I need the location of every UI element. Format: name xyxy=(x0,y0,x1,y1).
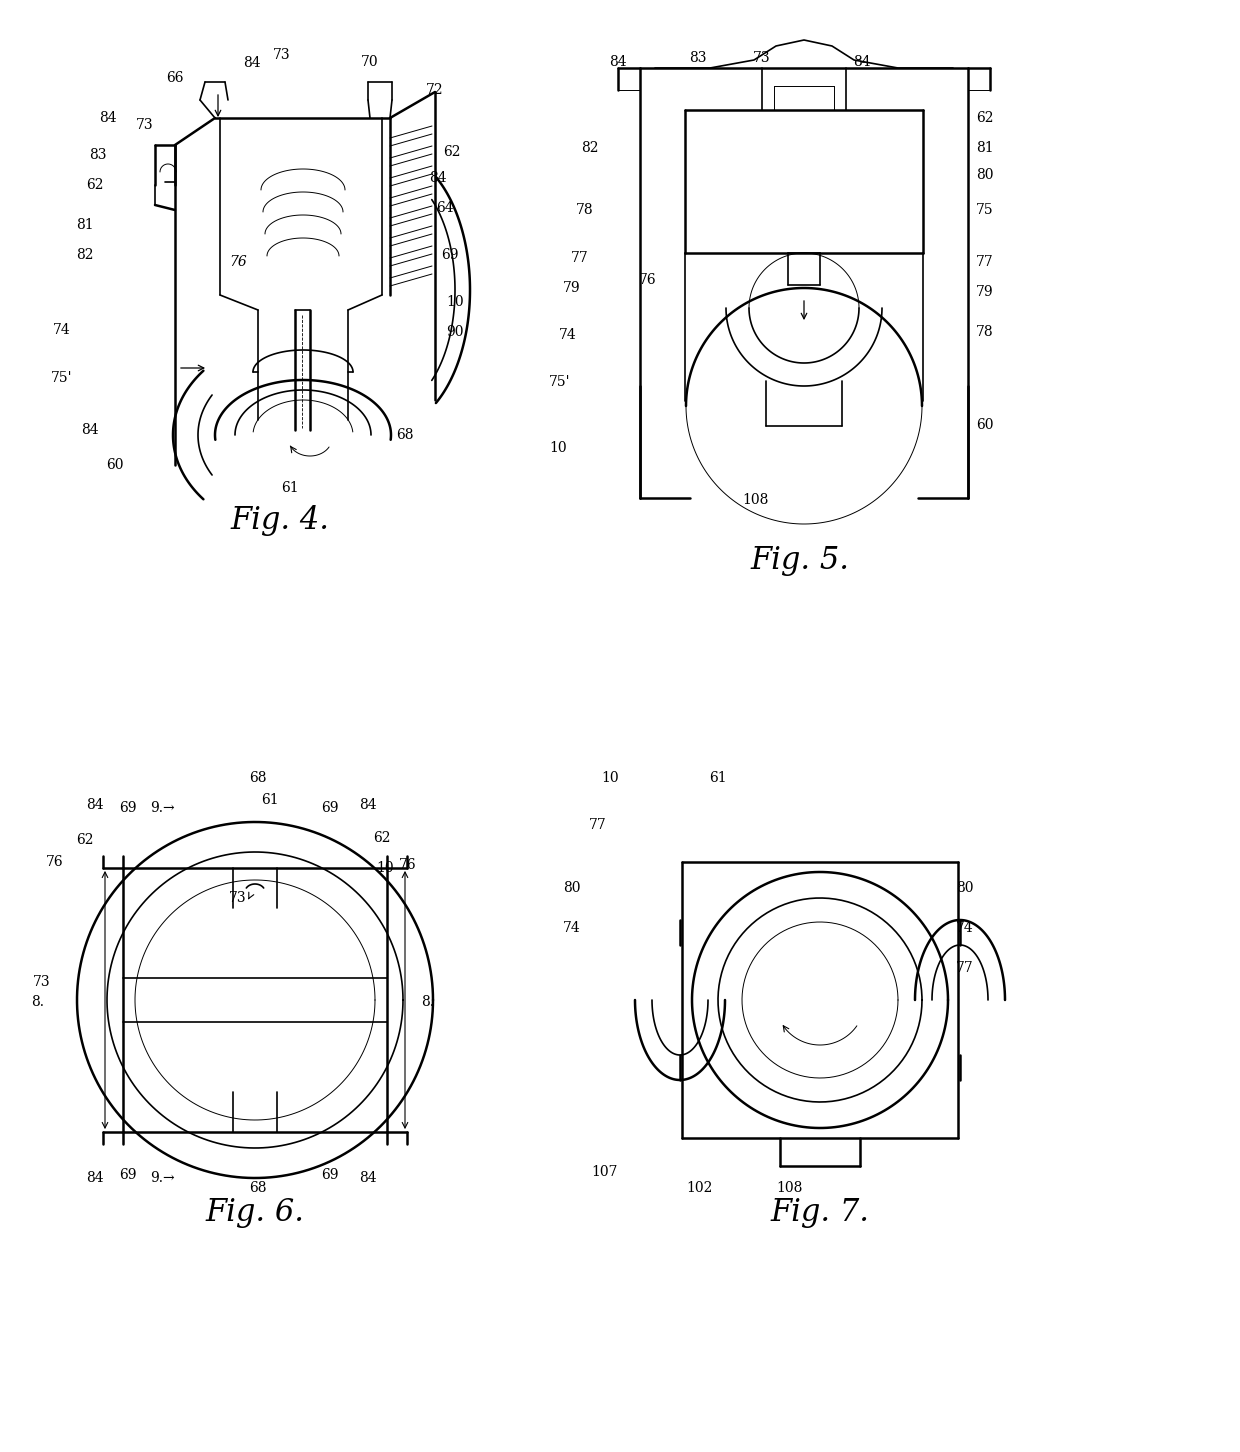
Text: 78: 78 xyxy=(577,203,594,216)
Text: 60: 60 xyxy=(107,457,124,472)
Text: 77: 77 xyxy=(976,256,994,269)
Text: 108: 108 xyxy=(742,494,769,507)
Text: 83: 83 xyxy=(689,51,707,65)
Text: 61: 61 xyxy=(262,793,279,807)
Text: 8.: 8. xyxy=(31,995,45,1009)
Text: 84: 84 xyxy=(360,1170,377,1185)
Text: 74: 74 xyxy=(559,328,577,343)
Text: 80: 80 xyxy=(956,881,973,894)
Text: Fig. 5.: Fig. 5. xyxy=(750,544,849,575)
Text: 8.: 8. xyxy=(422,995,434,1009)
Text: 62: 62 xyxy=(976,110,993,125)
Text: 73: 73 xyxy=(136,118,154,132)
Text: 62: 62 xyxy=(443,145,461,160)
Text: 61: 61 xyxy=(709,771,727,786)
Text: 80: 80 xyxy=(976,168,993,182)
Text: 69: 69 xyxy=(321,802,339,815)
Text: 84: 84 xyxy=(81,423,99,437)
Text: 74: 74 xyxy=(53,322,71,337)
Text: Fig. 6.: Fig. 6. xyxy=(206,1196,305,1227)
Text: 75: 75 xyxy=(976,203,993,216)
Text: 102: 102 xyxy=(687,1180,713,1195)
Text: 73: 73 xyxy=(229,892,247,905)
Text: 10: 10 xyxy=(601,771,619,786)
Text: 75': 75' xyxy=(51,372,73,385)
Text: 70: 70 xyxy=(361,55,378,70)
Text: 76: 76 xyxy=(399,858,417,873)
Text: 78: 78 xyxy=(976,325,993,338)
Text: 76: 76 xyxy=(639,273,657,287)
Text: 60: 60 xyxy=(976,418,993,433)
Text: 73: 73 xyxy=(753,51,771,65)
Text: 107: 107 xyxy=(591,1165,619,1179)
Text: 81: 81 xyxy=(976,141,993,155)
Text: 62: 62 xyxy=(76,833,94,847)
Text: 82: 82 xyxy=(76,248,94,261)
Text: 68: 68 xyxy=(397,428,414,441)
Text: 84: 84 xyxy=(853,55,870,70)
Text: 108: 108 xyxy=(776,1180,804,1195)
Text: 10: 10 xyxy=(376,861,394,876)
Text: 84: 84 xyxy=(360,799,377,812)
Text: 84: 84 xyxy=(99,110,117,125)
Text: 9.→: 9.→ xyxy=(150,1170,175,1185)
Text: 79: 79 xyxy=(976,285,993,299)
Text: 77: 77 xyxy=(956,961,973,974)
Text: 64: 64 xyxy=(436,200,454,215)
Text: 80: 80 xyxy=(563,881,580,894)
Text: 61: 61 xyxy=(281,481,299,495)
Text: 84: 84 xyxy=(429,171,446,184)
Text: 62: 62 xyxy=(87,179,104,192)
Text: 83: 83 xyxy=(89,148,107,163)
Text: 10: 10 xyxy=(446,295,464,309)
Text: 66: 66 xyxy=(166,71,184,86)
Text: 69: 69 xyxy=(119,1167,136,1182)
Text: Fig. 7.: Fig. 7. xyxy=(770,1196,869,1227)
Text: 72: 72 xyxy=(427,83,444,97)
Text: 69: 69 xyxy=(119,802,136,815)
Text: 62: 62 xyxy=(373,831,391,845)
Text: 82: 82 xyxy=(582,141,599,155)
Text: 77: 77 xyxy=(589,817,606,832)
Text: 84: 84 xyxy=(609,55,626,70)
Text: 9.→: 9.→ xyxy=(150,802,175,815)
Text: 74: 74 xyxy=(563,921,580,935)
Text: 69: 69 xyxy=(441,248,459,261)
Text: 79: 79 xyxy=(563,282,580,295)
Text: 10: 10 xyxy=(549,441,567,454)
Text: 76: 76 xyxy=(229,256,247,269)
Text: 74: 74 xyxy=(956,921,973,935)
Text: 68: 68 xyxy=(249,1180,267,1195)
Text: 84: 84 xyxy=(243,57,260,70)
Text: 68: 68 xyxy=(249,771,267,786)
Text: 84: 84 xyxy=(87,799,104,812)
Text: 84: 84 xyxy=(87,1170,104,1185)
Text: 73: 73 xyxy=(33,974,51,989)
Text: Fig. 4.: Fig. 4. xyxy=(231,504,330,536)
Text: 69: 69 xyxy=(321,1167,339,1182)
Text: 81: 81 xyxy=(76,218,94,232)
Text: 90: 90 xyxy=(446,325,464,338)
Text: 76: 76 xyxy=(46,855,63,868)
Text: 73: 73 xyxy=(273,48,291,62)
Text: 75': 75' xyxy=(549,375,570,389)
Text: 77: 77 xyxy=(572,251,589,266)
